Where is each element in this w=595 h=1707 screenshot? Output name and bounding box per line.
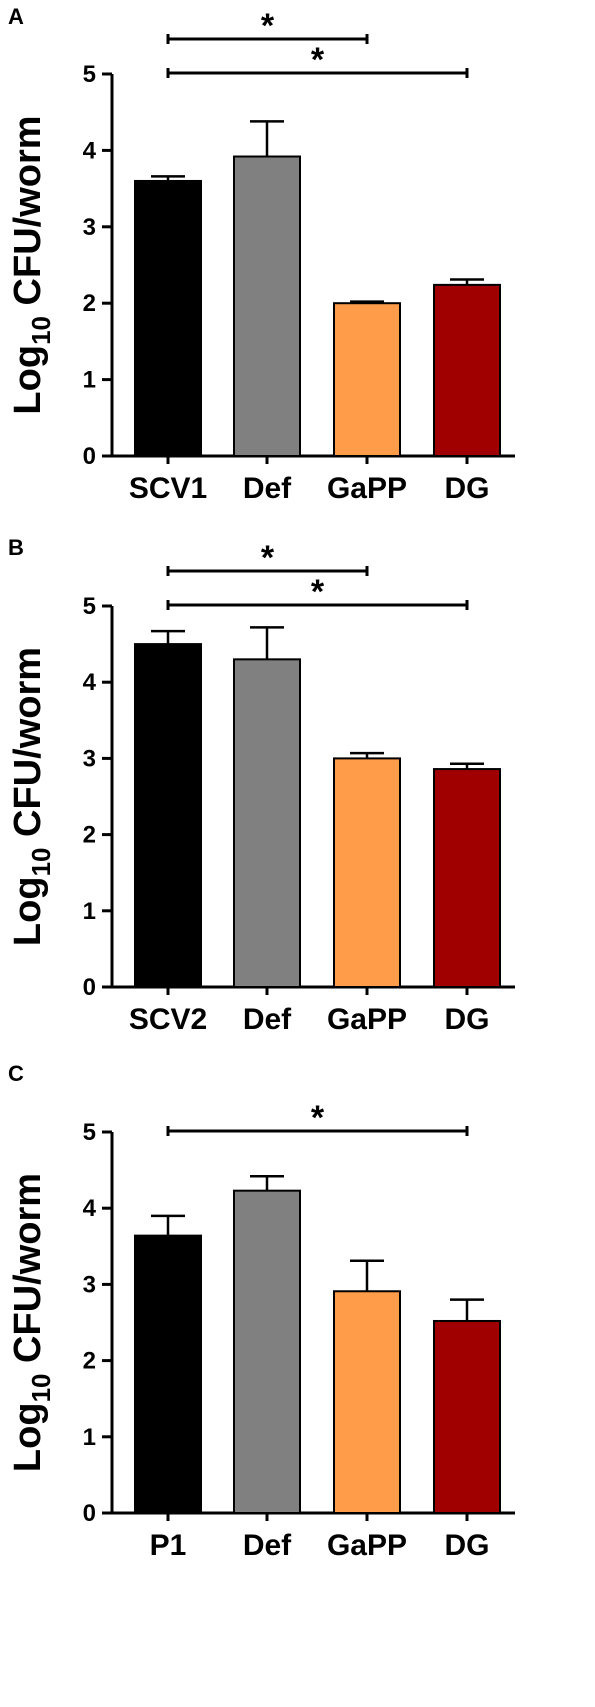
bar-dg <box>433 1319 501 1514</box>
x-category-label: DG <box>445 1529 490 1562</box>
y-tick-label: 1 <box>83 898 96 925</box>
significance-star: * <box>261 539 275 577</box>
bar-dg <box>433 283 501 458</box>
bar-gapp <box>333 1290 401 1515</box>
x-category-label: GaPP <box>327 1003 407 1036</box>
y-axis-title: Log10 CFU/worm <box>7 115 56 414</box>
panel-letter: A <box>8 4 24 29</box>
significance-star: * <box>261 7 275 45</box>
y-tick-label: 3 <box>83 214 96 241</box>
bar-scv2 <box>134 643 202 988</box>
bar-gapp <box>333 757 401 989</box>
y-axis-title-subscript: 10 <box>26 316 56 345</box>
x-category-label: Def <box>243 1003 292 1036</box>
bar-def <box>233 1189 301 1514</box>
y-tick-label: 4 <box>83 137 97 164</box>
y-tick-label: 0 <box>83 443 96 470</box>
y-axis-title-main: Log <box>7 1402 49 1472</box>
x-category-label: P1 <box>150 1529 187 1562</box>
y-axis-title-rest: CFU/worm <box>7 115 49 316</box>
y-axis-title-main: Log <box>7 876 49 946</box>
y-tick-label: 5 <box>83 593 96 620</box>
y-axis-title: Log10 CFU/worm <box>7 1173 56 1472</box>
chart-panel-a: A 0 1 2 3 4 5 Log10 CFU/worm SCV1 Def GaPP DG * * <box>7 4 515 505</box>
y-tick-label: 0 <box>83 974 96 1001</box>
x-category-label: GaPP <box>327 1529 407 1562</box>
x-category-label: Def <box>243 1529 292 1562</box>
y-tick-label: 4 <box>83 1195 97 1222</box>
y-tick-label: 1 <box>83 1424 96 1451</box>
x-category-label: Def <box>243 472 292 505</box>
x-category-label: DG <box>445 1003 490 1036</box>
y-tick-label: 5 <box>83 1119 96 1146</box>
y-axis-title-rest: CFU/worm <box>7 647 49 848</box>
x-category-label: DG <box>445 472 490 505</box>
panel-letter: C <box>8 1061 24 1086</box>
y-tick-label: 3 <box>83 745 96 772</box>
significance-star: * <box>311 1099 325 1137</box>
x-category-label: GaPP <box>327 472 407 505</box>
panel-letter: B <box>8 535 24 560</box>
y-axis-title-subscript: 10 <box>26 1374 56 1403</box>
significance-star: * <box>311 41 325 79</box>
bar-def <box>233 658 301 989</box>
bar-p1 <box>134 1234 202 1514</box>
bar-def <box>233 155 301 457</box>
x-category-label: SCV2 <box>129 1003 207 1036</box>
y-tick-label: 2 <box>83 822 96 849</box>
y-tick-label: 0 <box>83 1500 96 1527</box>
y-tick-label: 2 <box>83 290 96 317</box>
y-axis-title-rest: CFU/worm <box>7 1173 49 1374</box>
y-tick-label: 1 <box>83 367 96 394</box>
bar-scv1 <box>134 179 202 458</box>
x-category-label: SCV1 <box>129 472 207 505</box>
significance-star: * <box>311 573 325 611</box>
y-axis-title: Log10 CFU/worm <box>7 647 56 946</box>
y-tick-label: 4 <box>83 669 97 696</box>
chart-panel-b: B 0 1 2 3 4 5 Log10 CFU/worm SCV2 Def GaPP DG * * <box>7 535 515 1036</box>
bar-gapp <box>333 302 401 458</box>
y-tick-label: 5 <box>83 61 96 88</box>
chart-panel-c: C 0 1 2 3 4 5 Log10 CFU/worm P1 Def GaPP DG * <box>7 1061 515 1562</box>
y-axis-title-subscript: 10 <box>26 848 56 877</box>
y-tick-label: 2 <box>83 1348 96 1375</box>
bar-dg <box>433 768 501 988</box>
y-tick-label: 3 <box>83 1271 96 1298</box>
y-axis-title-main: Log <box>7 345 49 415</box>
